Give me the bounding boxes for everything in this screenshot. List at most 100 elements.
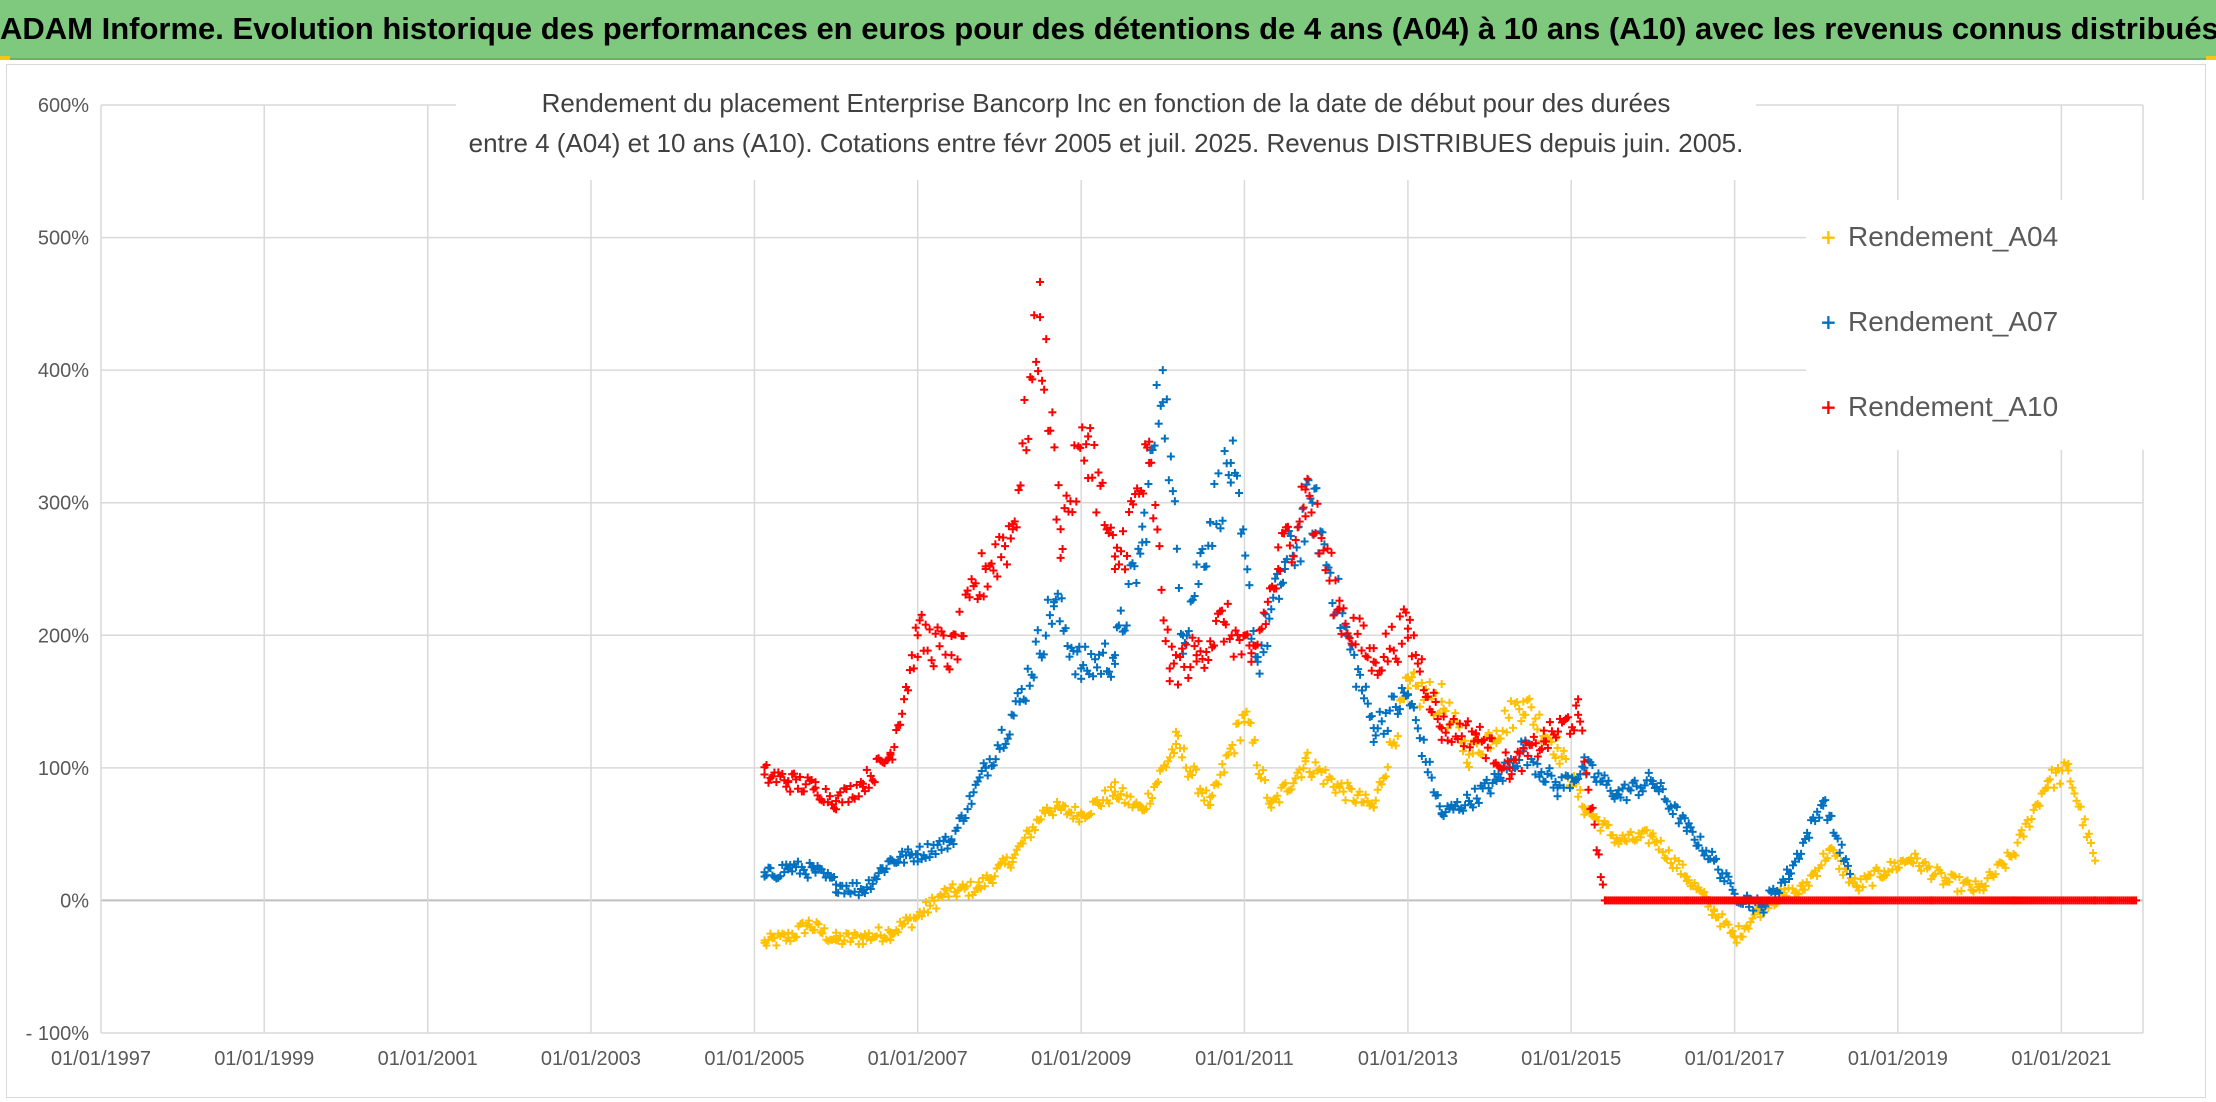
data-point — [1326, 568, 1335, 577]
data-point — [991, 755, 1000, 764]
data-point — [1371, 731, 1380, 740]
data-point — [1652, 837, 1661, 846]
data-point — [1058, 545, 1067, 554]
data-point — [1104, 799, 1113, 808]
legend-label-a04: Rendement_A04 — [1848, 221, 2059, 252]
data-point — [997, 725, 1006, 734]
data-point — [1730, 933, 1739, 942]
plus-marker-icon: + — [1820, 225, 1837, 249]
data-point — [907, 923, 916, 932]
data-point — [909, 664, 918, 673]
data-point — [1071, 670, 1080, 679]
data-point — [1375, 707, 1384, 716]
data-point — [1025, 681, 1034, 690]
data-point — [1492, 739, 1501, 748]
data-point — [1122, 621, 1131, 630]
data-point — [1001, 739, 1010, 748]
data-point — [1367, 666, 1376, 675]
data-point — [792, 932, 801, 941]
data-point — [1596, 873, 1605, 882]
data-point — [2068, 783, 2077, 792]
data-point — [1018, 839, 1027, 848]
data-point — [1144, 479, 1153, 488]
data-point — [944, 892, 953, 901]
data-point — [1065, 652, 1074, 661]
data-point — [1101, 639, 1110, 648]
data-point — [1353, 629, 1362, 638]
data-point — [1750, 910, 1759, 919]
data-point — [1756, 913, 1765, 922]
data-point — [1261, 776, 1270, 785]
data-point — [948, 880, 957, 889]
data-point — [1415, 667, 1424, 676]
data-point — [911, 623, 920, 632]
data-point — [1981, 881, 1990, 890]
data-point — [1267, 605, 1276, 614]
data-point — [760, 938, 769, 947]
data-point — [953, 655, 962, 664]
chart-title: Rendement du placement Enterprise Bancor… — [541, 88, 1671, 118]
data-point — [1417, 655, 1426, 664]
data-point — [962, 882, 971, 891]
data-point — [1157, 585, 1166, 594]
data-point — [993, 572, 1002, 581]
data-point — [2017, 826, 2026, 835]
data-point — [1275, 594, 1284, 603]
data-point — [1067, 808, 1076, 817]
data-point — [1921, 858, 1930, 867]
data-point — [1369, 644, 1378, 653]
data-point — [814, 920, 823, 929]
data-point — [1371, 796, 1380, 805]
data-point — [1464, 763, 1473, 772]
data-point — [1148, 794, 1157, 803]
data-point — [1296, 557, 1305, 566]
data-point — [788, 867, 797, 876]
data-point — [1200, 796, 1209, 805]
chart-title-box: Rendement du placement Enterprise Bancor… — [456, 80, 1756, 180]
data-point — [1369, 724, 1378, 733]
data-point — [958, 880, 967, 889]
data-point — [1106, 672, 1115, 681]
data-point — [1182, 763, 1191, 772]
data-point — [1395, 612, 1404, 621]
data-point — [1255, 669, 1264, 678]
data-point — [1180, 744, 1189, 753]
data-point — [1124, 580, 1133, 589]
data-point — [966, 877, 975, 886]
data-point — [1819, 849, 1828, 858]
x-tick-label: 01/01/2007 — [868, 1048, 968, 1070]
data-point — [2087, 838, 2096, 847]
data-point — [925, 625, 934, 634]
data-point — [1690, 878, 1699, 887]
data-point — [1648, 832, 1657, 841]
data-point — [1852, 883, 1861, 892]
data-point — [1232, 471, 1241, 480]
data-point — [1626, 828, 1635, 837]
data-point — [1158, 398, 1167, 407]
data-point — [894, 928, 903, 937]
data-point — [1033, 626, 1042, 635]
data-point — [1057, 806, 1066, 815]
data-point — [804, 920, 813, 929]
data-point — [1196, 784, 1205, 793]
data-point — [1291, 536, 1300, 545]
data-point — [1508, 723, 1517, 732]
data-point — [1234, 719, 1243, 728]
data-point — [1496, 734, 1505, 743]
data-point — [1937, 868, 1946, 877]
data-point — [1666, 859, 1675, 868]
data-point — [967, 575, 976, 584]
data-point — [1335, 596, 1344, 605]
data-point — [1559, 746, 1568, 755]
data-point — [1086, 424, 1095, 433]
data-point — [1343, 778, 1352, 787]
data-point — [1312, 484, 1321, 493]
x-tick-label: 01/01/2015 — [1521, 1048, 1621, 1070]
data-point — [1216, 770, 1225, 779]
data-point — [1339, 787, 1348, 796]
y-tick-label: 400% — [38, 360, 89, 382]
data-point — [1210, 479, 1219, 488]
data-point — [1093, 663, 1102, 672]
axis-labels-layer: - 100% 0% 100% 200% 300% 400% 500% 600% 01/01/19… — [26, 95, 2112, 1070]
data-point — [1226, 458, 1235, 467]
